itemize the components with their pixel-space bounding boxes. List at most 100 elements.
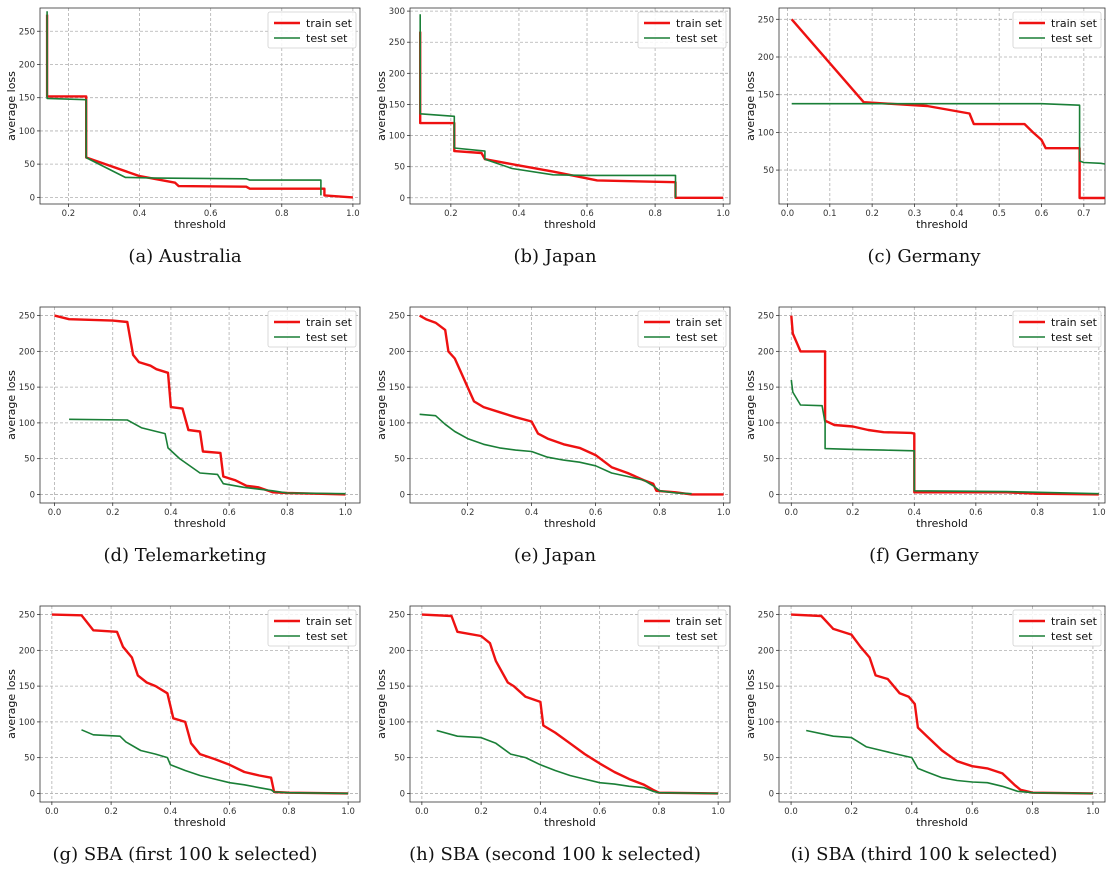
chart-panel-telemarketing: 0.0 0.2 0.4 0.6 0.8 1.0 0 50 100 150 200 250 thresho…: [0, 299, 370, 589]
y-tick-label: 0: [30, 789, 35, 799]
chart-svg: 0.0 0.2 0.4 0.6 0.8 1.0 0 50 100 150 200 250 thresho…: [744, 306, 1106, 530]
y-tick-label: 50: [24, 455, 35, 465]
x-tick-label: 0.4: [133, 209, 147, 219]
x-tick-label: 0.2: [62, 209, 76, 219]
x-tick-label: 0.6: [222, 508, 236, 518]
x-tick-label: 0.4: [525, 508, 539, 518]
y-tick-label: 150: [389, 682, 405, 692]
x-tick-label: 0.6: [580, 209, 594, 219]
x-tick-label: 0.4: [908, 508, 922, 518]
y-tick-label: 250: [389, 611, 405, 621]
x-tick-label: 1.0: [717, 508, 731, 518]
x-axis-label: threshold: [916, 218, 968, 231]
y-tick-label: 100: [19, 127, 35, 137]
chart-caption: (g) SBA (first 100 k selected): [52, 844, 318, 865]
series-line-train: [45, 14, 353, 199]
series-line-train: [419, 31, 724, 200]
x-tick-label: 1.0: [711, 807, 725, 817]
legend-box: [267, 310, 357, 348]
y-tick-label: 0: [400, 194, 405, 204]
x-tick-label: 0.4: [950, 209, 964, 219]
y-tick-label: 50: [394, 163, 405, 173]
legend-label: test set: [676, 331, 718, 344]
legend-label: train set: [306, 615, 353, 628]
y-tick-label: 150: [758, 91, 774, 101]
y-tick-label: 200: [389, 646, 405, 656]
series-line-test: [81, 729, 349, 795]
series-line-test: [790, 379, 1099, 495]
y-tick-label: 150: [758, 383, 774, 393]
chart-svg: 0.0 0.2 0.4 0.6 0.8 1.0 0 50 100 150 200 250 thresho…: [744, 605, 1106, 829]
legend-label: test set: [1051, 331, 1093, 344]
y-tick-label: 150: [389, 100, 405, 110]
y-tick-label: 200: [19, 646, 35, 656]
legend-label: test set: [306, 331, 348, 344]
chart-caption: (f) Germany: [869, 545, 979, 566]
legend-box: [1012, 11, 1102, 49]
chart-svg: 0.0 0.2 0.4 0.6 0.8 1.0 0 50 100 150 200 250 thresho…: [5, 605, 361, 829]
legend-label: test set: [676, 32, 718, 45]
y-tick-label: 200: [19, 60, 35, 70]
x-tick-label: 0.3: [908, 209, 922, 219]
chart-panel-australia: 0.2 0.4 0.6 0.8 1.0 0 50 100 150 200 250 threshold a…: [0, 0, 370, 290]
y-tick-label: 250: [758, 611, 774, 621]
y-tick-label: 200: [19, 347, 35, 357]
x-tick-label: 0.0: [415, 807, 429, 817]
plot-frame: [409, 605, 731, 803]
series-line-test: [419, 14, 677, 198]
chart-caption: (h) SBA (second 100 k selected): [409, 844, 701, 865]
y-tick-label: 0: [400, 490, 405, 500]
y-tick-label: 250: [19, 27, 35, 37]
legend-label: train set: [306, 17, 353, 30]
legend-label: train set: [1051, 17, 1098, 30]
legend-box: [1012, 609, 1102, 647]
chart-svg: 0.0 0.2 0.4 0.6 0.8 1.0 0 50 100 150 200 250 thresho…: [375, 605, 731, 829]
x-tick-label: 1.0: [1092, 508, 1106, 518]
y-tick-label: 200: [758, 53, 774, 63]
y-tick-label: 0: [769, 789, 774, 799]
y-tick-label: 250: [19, 611, 35, 621]
x-axis-label: threshold: [544, 218, 596, 231]
x-tick-label: 1.0: [346, 209, 360, 219]
y-axis-label: average loss: [375, 71, 388, 141]
legend-label: train set: [1051, 316, 1098, 329]
chart-caption: (i) SBA (third 100 k selected): [790, 844, 1058, 865]
series-line-train: [419, 314, 724, 496]
chart-svg: 0.2 0.4 0.6 0.8 1.0 0 50 100 150 200 250 threshold a…: [5, 7, 361, 231]
plot-frame: [778, 306, 1106, 504]
chart-caption: (b) Japan: [513, 246, 597, 267]
y-axis-label: average loss: [744, 669, 757, 739]
chart-panel-sba-first: 0.0 0.2 0.4 0.6 0.8 1.0 0 50 100 150 200 250 thresho…: [0, 598, 370, 888]
x-tick-label: 0.8: [648, 209, 662, 219]
y-tick-label: 100: [758, 718, 774, 728]
y-tick-label: 250: [389, 38, 405, 48]
legend-label: train set: [676, 615, 723, 628]
x-tick-label: 0.2: [444, 209, 458, 219]
x-tick-label: 1.0: [341, 807, 355, 817]
y-tick-label: 50: [24, 754, 35, 764]
y-tick-label: 100: [389, 718, 405, 728]
x-tick-label: 0.6: [965, 807, 979, 817]
series-line-train: [790, 315, 1099, 496]
x-tick-label: 0.8: [281, 508, 295, 518]
series-line-train: [421, 613, 719, 795]
series-line-test: [436, 729, 719, 795]
y-tick-label: 150: [19, 682, 35, 692]
series-line-train: [791, 613, 1093, 795]
x-tick-label: 1.0: [716, 209, 730, 219]
x-tick-label: 0.7: [1077, 209, 1091, 219]
y-tick-label: 100: [389, 419, 405, 429]
y-tick-label: 0: [30, 490, 35, 500]
chart-caption: (e) Japan: [513, 545, 597, 566]
y-tick-label: 300: [389, 7, 405, 17]
chart-panel-japan: 0.2 0.4 0.6 0.8 1.0 0 50 100 150 200 250 300 thresho…: [370, 0, 740, 290]
series-line-test: [791, 102, 1106, 165]
x-tick-label: 0.4: [512, 209, 526, 219]
x-tick-label: 0.8: [1026, 807, 1040, 817]
x-axis-label: threshold: [174, 816, 226, 829]
plot-frame: [409, 306, 731, 504]
y-tick-label: 50: [394, 754, 405, 764]
legend-box: [1012, 310, 1102, 348]
legend-label: train set: [676, 316, 723, 329]
y-tick-label: 100: [389, 132, 405, 142]
